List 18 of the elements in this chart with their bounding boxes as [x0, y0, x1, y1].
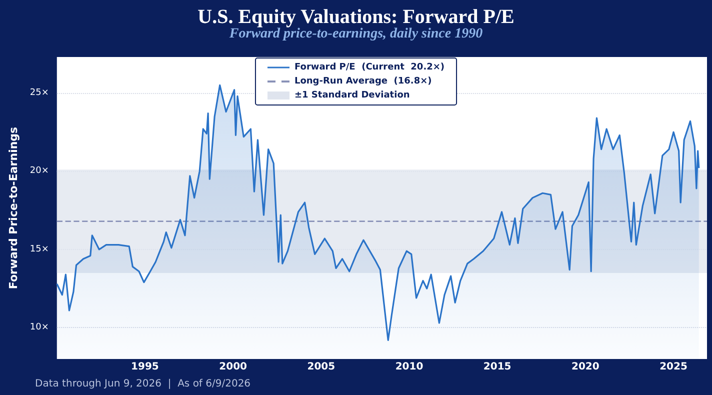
x-tick-label: 2025 — [660, 362, 688, 372]
chart-subtitle: Forward price-to-earnings, daily since 1990 — [228, 26, 483, 42]
x-tick-label: 2010 — [395, 362, 424, 372]
y-axis-title: Forward Price-to-Earnings — [7, 126, 20, 290]
x-tick-label: 2015 — [483, 362, 512, 372]
x-tick-label: 1995 — [131, 362, 159, 372]
chart-title: U.S. Equity Valuations: Forward P/E — [198, 6, 514, 28]
legend-label: ±1 Standard Deviation — [294, 90, 410, 100]
y-tick-label: 10× — [30, 322, 49, 333]
y-tick-label: 20× — [30, 166, 49, 176]
x-tick-label: 2020 — [572, 362, 600, 372]
y-tick-label: 15× — [30, 244, 49, 254]
y-tick-label: 25× — [30, 88, 49, 98]
x-tick-label: 2000 — [219, 362, 248, 372]
legend-label: Long-Run Average (16.8×) — [294, 76, 432, 86]
x-tick-label: 2005 — [307, 362, 336, 372]
text: Data through Jun 9, 2026 | As of 6/9/2026 — [35, 378, 251, 390]
legend-label: Forward P/E (Current 20.2×) — [294, 62, 445, 72]
